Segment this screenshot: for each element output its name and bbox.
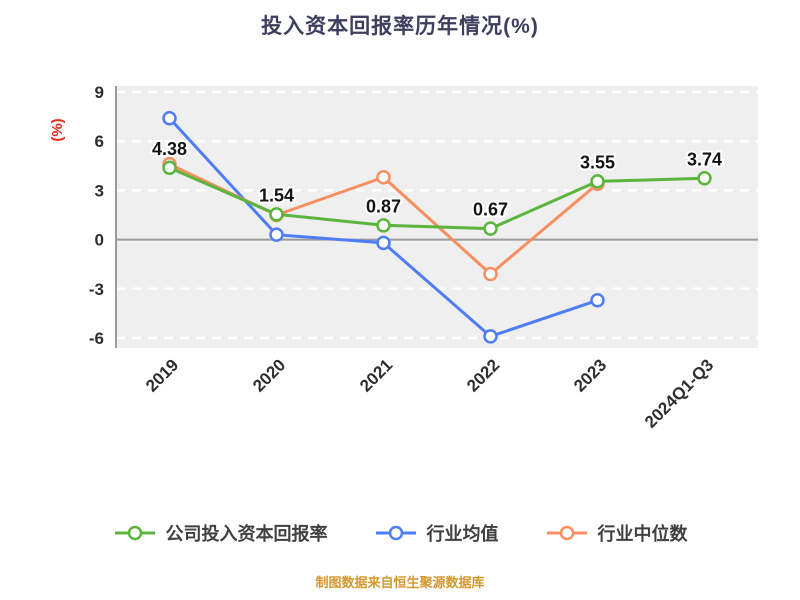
y-tick-label: -3: [89, 280, 104, 299]
data-point-marker: [590, 174, 605, 189]
x-tick-label: 2024Q1-Q3: [641, 355, 717, 431]
data-point-label: 3.74: [687, 149, 722, 169]
x-tick-label: 2020: [249, 355, 289, 395]
data-point-label: 1.54: [259, 185, 294, 205]
x-tick-label: 2023: [570, 355, 610, 395]
y-axis-unit-label: (%): [49, 118, 66, 141]
source-caption: 制图数据来自恒生聚源数据库: [315, 575, 485, 590]
legend-item-label: 公司投入资本回报率: [165, 524, 328, 544]
data-point-marker: [590, 293, 605, 308]
data-point-label: 0.67: [473, 200, 508, 220]
legend-marker-icon: [114, 525, 155, 541]
data-point-marker: [483, 221, 498, 236]
y-tick-label: 6: [95, 132, 104, 151]
data-point-marker: [162, 110, 177, 126]
x-tick-label: 2022: [463, 355, 503, 395]
legend-item-label: 行业中位数: [597, 524, 688, 544]
legend-item-2: 行业中位数: [545, 520, 688, 546]
data-point-marker: [376, 218, 391, 233]
data-point-label: 4.38: [152, 139, 187, 159]
legend-item-label: 行业均值: [426, 524, 499, 544]
data-point-marker: [483, 329, 498, 344]
legend-item-0: 公司投入资本回报率: [113, 520, 328, 546]
x-tick-label: 2019: [142, 355, 182, 395]
chart-title: 投入资本回报率历年情况(%): [261, 15, 539, 38]
plot-panel: [116, 86, 758, 348]
legend: 公司投入资本回报率 行业均值 行业中位数: [0, 520, 800, 546]
data-point-marker: [269, 207, 284, 222]
legend-item-1: 行业均值: [374, 520, 499, 546]
data-point-marker: [697, 171, 712, 186]
data-point-marker: [376, 235, 391, 251]
legend-marker-icon: [375, 525, 416, 541]
series-line: [168, 166, 706, 231]
y-tick-label: 0: [95, 231, 104, 250]
x-tick-label: 2021: [356, 355, 396, 395]
y-tick-label: 9: [95, 83, 104, 102]
data-point-marker: [483, 266, 498, 282]
y-tick-label: 3: [95, 181, 104, 200]
data-point-marker: [162, 160, 177, 176]
data-point-marker: [269, 227, 284, 242]
data-point-marker: [376, 170, 391, 185]
data-point-label: 3.55: [580, 152, 615, 172]
y-tick-label: -6: [89, 329, 104, 348]
data-point-label: 0.87: [366, 196, 401, 216]
legend-marker-icon: [546, 525, 587, 541]
